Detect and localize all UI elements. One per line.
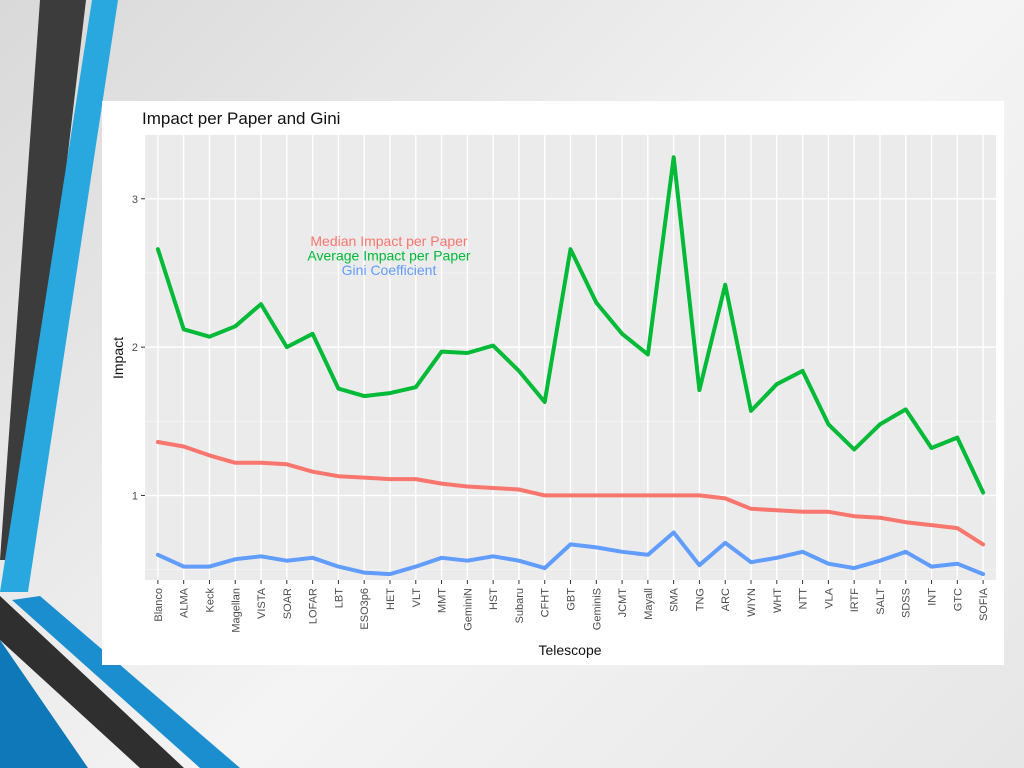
x-tick-label: GBT xyxy=(566,588,578,611)
x-tick-label: HST xyxy=(488,588,500,610)
x-tick-label: CFHT xyxy=(540,588,552,618)
series-line xyxy=(155,440,986,547)
y-axis: 1 2 3 xyxy=(132,194,145,502)
series-line xyxy=(155,155,986,495)
x-tick-label: JCMT xyxy=(617,588,629,618)
y-tick-label: 1 xyxy=(132,490,138,502)
x-tick-label: ALMA xyxy=(179,587,191,618)
chart: Impact per Paper and Gini Median Impact … xyxy=(110,109,996,658)
x-tick-label: WHT xyxy=(772,588,784,613)
chart-card: Impact per Paper and Gini Median Impact … xyxy=(102,101,1004,665)
x-tick-label: SDSS xyxy=(901,588,913,618)
x-tick-label: LOFAR xyxy=(308,588,320,624)
x-tick-label: VLA xyxy=(823,587,835,608)
x-tick-label: Mayall xyxy=(643,588,655,620)
dark-stripe-bottom xyxy=(0,596,184,768)
x-tick-label: WIYN xyxy=(746,588,758,617)
series-line xyxy=(155,530,986,577)
x-tick-label: MMT xyxy=(437,588,449,613)
x-tick-label: INT xyxy=(927,588,939,606)
blue-stripe-bottom xyxy=(0,640,88,768)
x-tick-label: Magellan xyxy=(230,588,242,633)
x-tick-label: SMA xyxy=(669,587,681,612)
chart-title: Impact per Paper and Gini xyxy=(142,109,340,128)
x-tick-label: TNG xyxy=(694,588,706,611)
x-tick-label: SOAR xyxy=(282,588,294,619)
y-tick-label: 3 xyxy=(132,194,138,206)
y-tick-label: 2 xyxy=(132,342,138,354)
x-tick-label: GeminiN xyxy=(462,588,474,631)
legend-entry: Average Impact per Paper xyxy=(307,248,471,264)
legend-entry: Median Impact per Paper xyxy=(310,233,468,249)
x-tick-label: ARC xyxy=(720,588,732,611)
x-tick-label: Subaru xyxy=(514,588,526,623)
x-tick-label: SALT xyxy=(875,588,887,615)
x-axis-title: Telescope xyxy=(538,642,601,658)
x-tick-label: IRTF xyxy=(849,588,861,613)
x-tick-label: NTT xyxy=(798,588,810,610)
x-tick-label: Keck xyxy=(204,588,216,613)
x-tick-label: LBT xyxy=(333,588,345,608)
x-tick-label: SOFIA xyxy=(978,587,990,621)
series-lines xyxy=(155,155,986,577)
blue-stripe-bottom-2 xyxy=(12,596,240,768)
legend-entry: Gini Coefficient xyxy=(342,262,437,278)
x-tick-label: Blanco xyxy=(153,588,165,622)
x-tick-label: GTC xyxy=(952,588,964,611)
x-tick-label: VISTA xyxy=(256,587,268,619)
x-tick-label: VLT xyxy=(411,588,423,608)
x-axis: Blanco ALMA Keck Magellan VISTA SOAR LOFAR LBT E… xyxy=(153,580,990,633)
x-tick-label: HET xyxy=(385,588,397,610)
y-axis-title: Impact xyxy=(110,337,126,379)
x-tick-label: GeminiS xyxy=(591,588,603,630)
dark-stripe-top xyxy=(0,0,86,560)
x-tick-label: ESO3p6 xyxy=(359,588,371,630)
blue-stripe-top xyxy=(0,0,118,592)
